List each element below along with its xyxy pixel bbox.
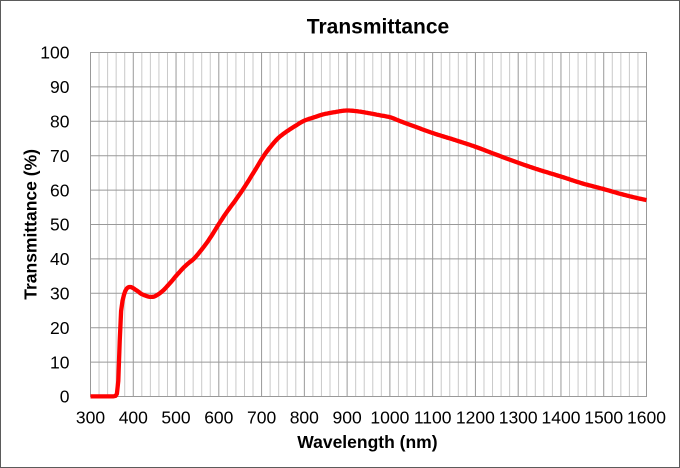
svg-text:20: 20 xyxy=(50,318,70,338)
svg-text:80: 80 xyxy=(50,112,70,132)
svg-text:1500: 1500 xyxy=(584,407,623,427)
svg-text:1100: 1100 xyxy=(414,407,452,427)
svg-text:1300: 1300 xyxy=(499,407,538,427)
svg-text:600: 600 xyxy=(204,407,233,427)
svg-text:500: 500 xyxy=(161,407,190,427)
svg-text:10: 10 xyxy=(50,352,70,372)
svg-text:1000: 1000 xyxy=(370,407,409,427)
svg-text:Transmittance (%): Transmittance (%) xyxy=(20,149,40,300)
svg-text:400: 400 xyxy=(119,407,148,427)
svg-text:800: 800 xyxy=(290,407,319,427)
svg-text:1400: 1400 xyxy=(542,407,581,427)
svg-text:1600: 1600 xyxy=(627,407,666,427)
svg-text:1200: 1200 xyxy=(456,407,495,427)
svg-text:50: 50 xyxy=(50,215,70,235)
svg-text:40: 40 xyxy=(50,249,70,269)
svg-text:Wavelength (nm): Wavelength (nm) xyxy=(297,432,437,452)
svg-text:700: 700 xyxy=(247,407,276,427)
svg-text:Transmittance: Transmittance xyxy=(307,16,449,39)
svg-text:70: 70 xyxy=(50,146,70,166)
svg-text:300: 300 xyxy=(76,407,105,427)
svg-text:90: 90 xyxy=(50,77,70,97)
svg-text:60: 60 xyxy=(50,180,70,200)
svg-text:30: 30 xyxy=(50,284,70,304)
svg-text:100: 100 xyxy=(40,43,69,63)
svg-text:0: 0 xyxy=(60,387,70,407)
svg-text:900: 900 xyxy=(332,407,361,427)
